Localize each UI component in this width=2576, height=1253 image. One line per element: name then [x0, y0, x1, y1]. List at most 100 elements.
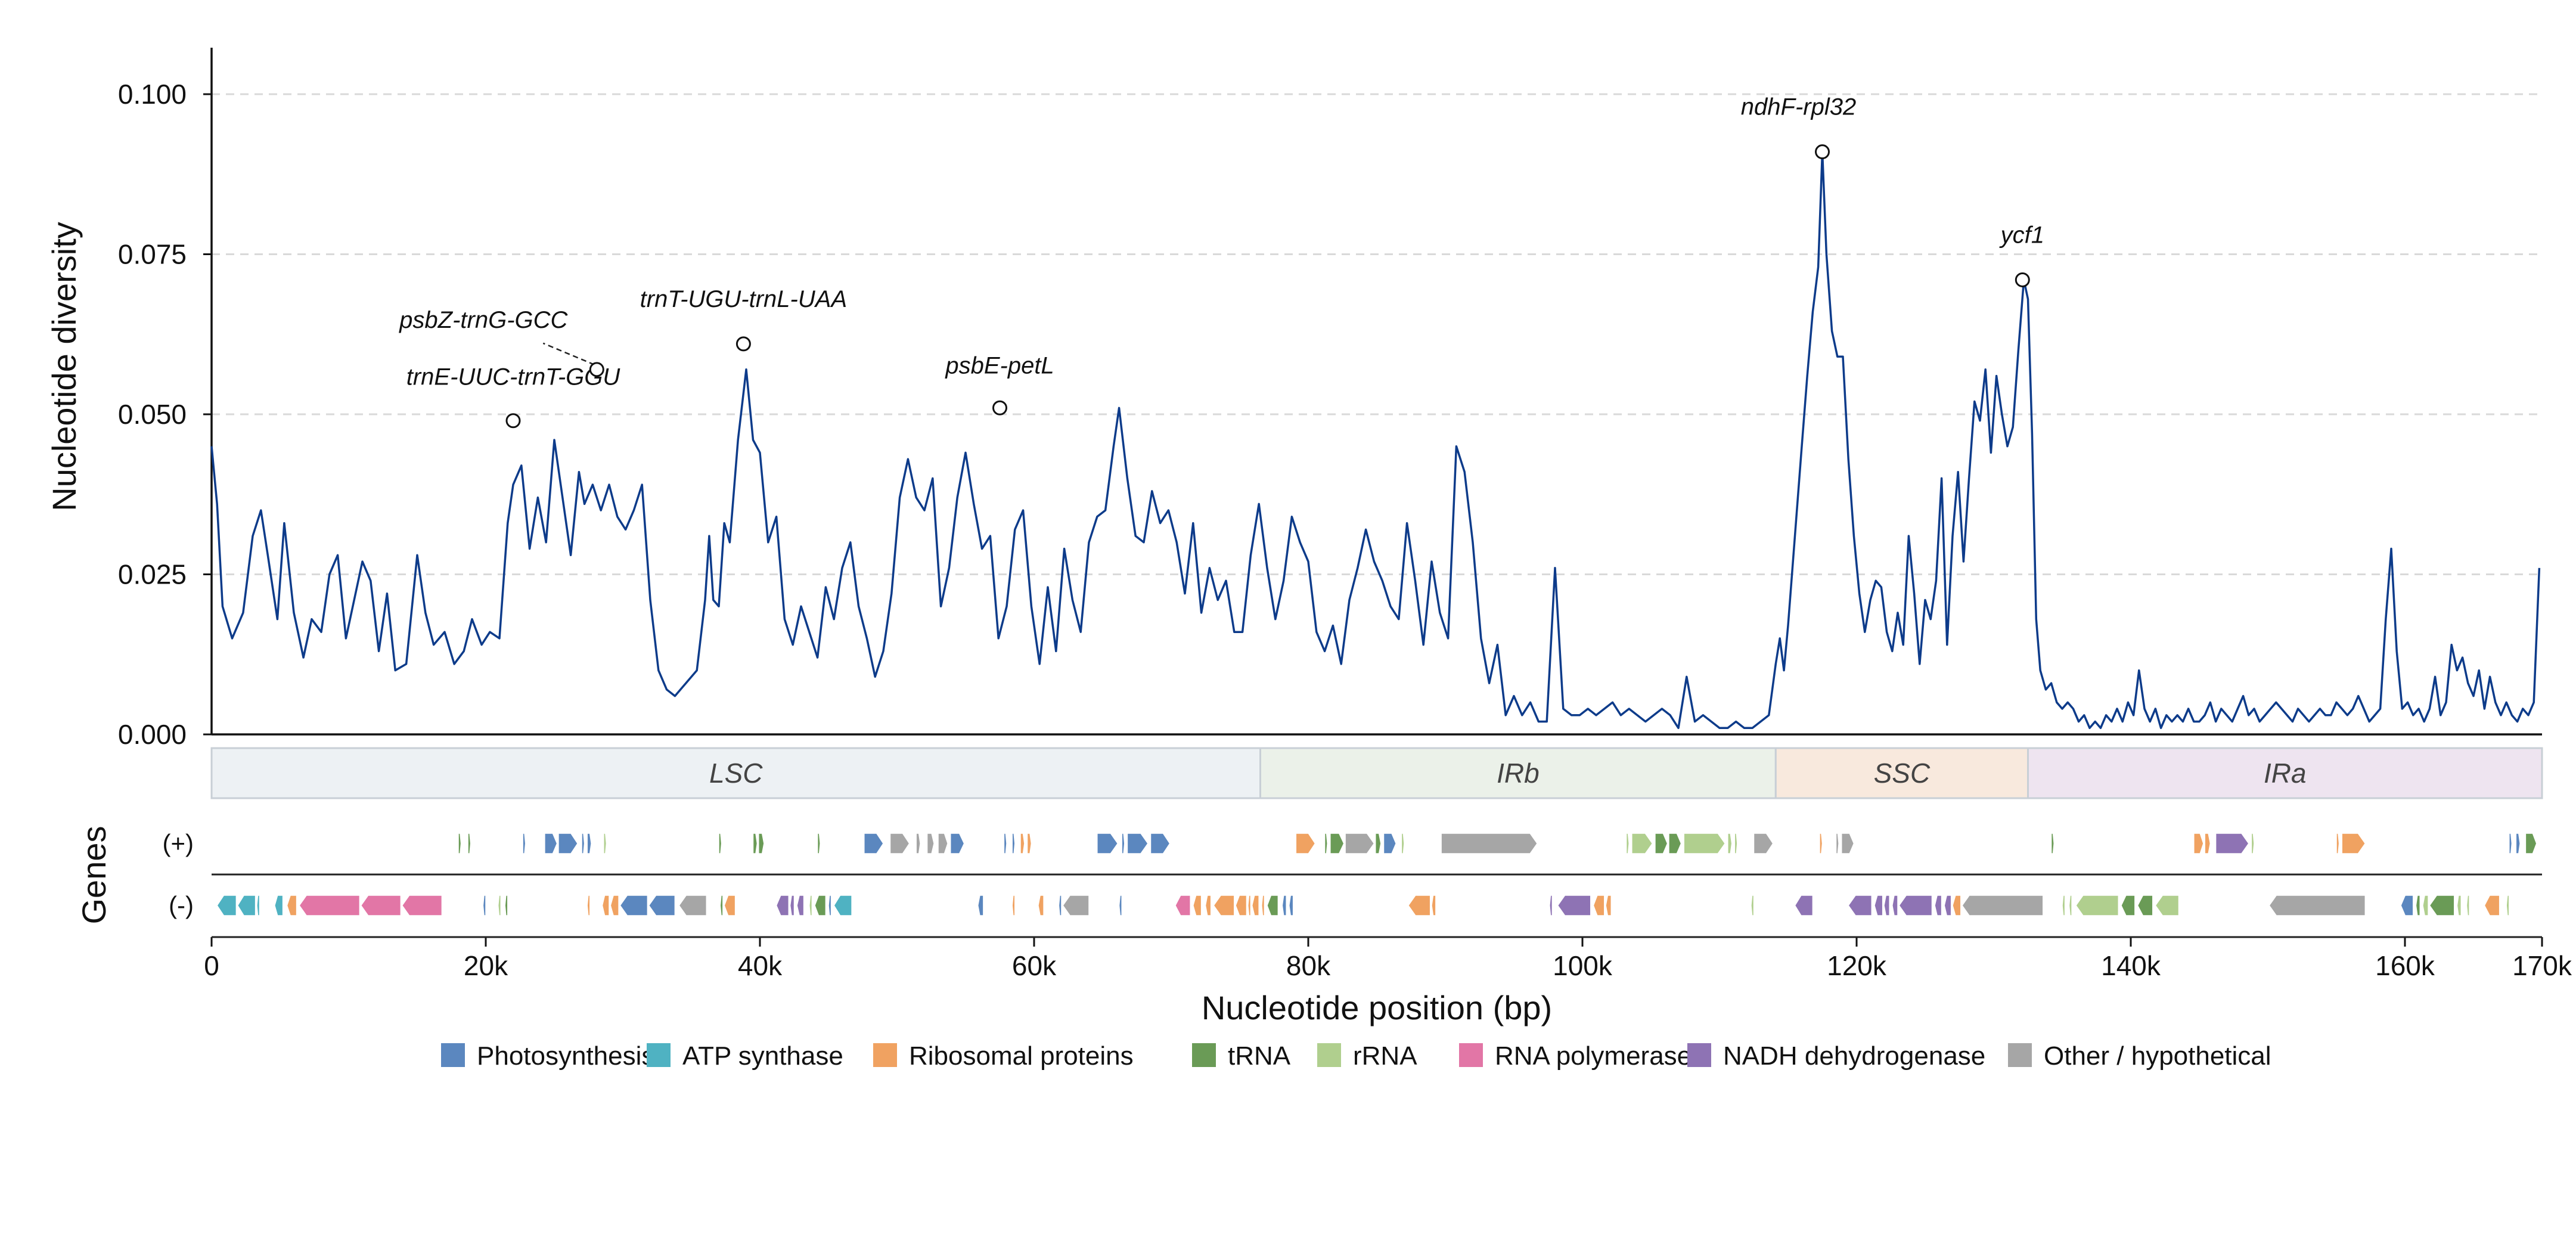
- gene-block: [603, 833, 607, 854]
- gene-block: [1962, 895, 2044, 916]
- gene-block: [1557, 895, 1591, 916]
- gene-block: [286, 895, 297, 916]
- gene-block: [1753, 833, 1774, 854]
- gene-block: [1407, 895, 1431, 916]
- gene-block: [1898, 895, 1933, 916]
- gene-block: [586, 895, 591, 916]
- gene-block: [1020, 833, 1025, 854]
- region-irb: [1259, 747, 1777, 799]
- gene-block: [2193, 833, 2204, 854]
- gene-block: [1655, 833, 1668, 854]
- legend-swatch: [1459, 1043, 1483, 1067]
- gene-block: [1625, 833, 1630, 854]
- gene-block: [1683, 833, 1726, 854]
- gene-block: [2422, 895, 2429, 916]
- gene-block: [2506, 895, 2510, 916]
- gene-block: [2429, 895, 2455, 916]
- gene-block: [504, 895, 508, 916]
- gene-block: [1874, 895, 1883, 916]
- x-tick-label: 0: [204, 950, 219, 981]
- gene-block: [1952, 895, 1962, 916]
- gene-block: [2068, 895, 2072, 916]
- peak-marker: [992, 400, 1007, 415]
- gene-block: [1330, 833, 1345, 854]
- gene-block: [1205, 895, 1212, 916]
- y-tick-label: 0.050: [118, 399, 187, 430]
- gene-block: [915, 833, 921, 854]
- peak-label: psbE-petL: [945, 352, 1054, 379]
- legend-label: RNA polymerase: [1495, 1041, 1692, 1071]
- gene-block: [256, 895, 260, 916]
- gene-block: [2062, 895, 2066, 916]
- gene-block: [949, 833, 965, 854]
- gene-block: [586, 833, 592, 854]
- region-ira: [2027, 747, 2543, 799]
- peak-label: psbZ-trnG-GCC: [399, 307, 568, 333]
- legend-swatch: [1317, 1043, 1341, 1067]
- gene-block: [1295, 833, 1316, 854]
- gene-block: [1193, 895, 1202, 916]
- gene-block: [360, 895, 402, 916]
- gene-block: [2251, 833, 2255, 854]
- gene-block: [1431, 895, 1436, 916]
- gene-block: [1631, 833, 1653, 854]
- gene-block: [1289, 895, 1294, 916]
- gene-block: [1848, 895, 1873, 916]
- x-tick-label: 40k: [738, 950, 783, 981]
- gene-block: [1593, 895, 1605, 916]
- gene-block: [926, 833, 935, 854]
- gene-block: [1727, 833, 1733, 854]
- gene-block: [601, 895, 610, 916]
- gene-block: [1281, 895, 1287, 916]
- legend-swatch: [1192, 1043, 1216, 1067]
- gene-block: [2204, 833, 2211, 854]
- x-tick-label: 80k: [1286, 950, 1331, 981]
- region-label: LSC: [709, 758, 763, 789]
- y-axis: 0.000 0.025 0.050 0.075 0.100: [118, 48, 2542, 750]
- peak-annotations: trnE-UUC-trnT-GGU psbZ-trnG-GCC trnT-UGU-t…: [399, 94, 2044, 429]
- plus-strand-label: (+): [163, 829, 194, 857]
- legend-swatch: [441, 1043, 465, 1067]
- x-tick-label: 120k: [1827, 950, 1887, 981]
- gene-block: [1374, 833, 1382, 854]
- legend-swatch: [1687, 1043, 1711, 1067]
- region-lsc: [210, 747, 1261, 799]
- gene-tracks: (+) (-): [163, 829, 2542, 938]
- y-tick-label: 0.025: [118, 559, 187, 590]
- gene-block: [724, 895, 736, 916]
- gene-block: [833, 895, 852, 916]
- gene-block: [828, 895, 832, 916]
- annotation-leader: [542, 342, 595, 365]
- gene-block: [2509, 833, 2513, 854]
- gene-block: [1345, 833, 1375, 854]
- legend-label: Ribosomal proteins: [909, 1041, 1134, 1071]
- gene-block: [1668, 833, 1682, 854]
- gene-block: [1026, 833, 1032, 854]
- gene-block: [497, 895, 502, 916]
- gene-block: [1251, 895, 1259, 916]
- region-label: IRb: [1497, 758, 1540, 789]
- x-tick-label: 170k: [2512, 950, 2572, 981]
- gene-block: [938, 833, 948, 854]
- gene-block: [522, 833, 526, 854]
- gene-block: [1794, 895, 1814, 916]
- gene-block: [1841, 833, 1855, 854]
- gene-block: [817, 833, 821, 854]
- y-tick-label: 0.075: [118, 239, 187, 270]
- y-tick-label: 0.100: [118, 79, 187, 110]
- gene-block: [2466, 895, 2470, 916]
- gene-block: [2268, 895, 2366, 916]
- peak-marker: [1815, 144, 1830, 160]
- legend-label: tRNA: [1228, 1041, 1291, 1071]
- x-axis-title: Nucleotide position (bp): [1202, 989, 1552, 1026]
- gene-block: [2515, 833, 2521, 854]
- gene-block: [864, 833, 884, 854]
- gene-block: [1118, 895, 1122, 916]
- gene-block: [2456, 895, 2462, 916]
- genes-track-title: Genes: [75, 826, 113, 925]
- grid-lines: [212, 93, 2542, 575]
- gene-block: [2137, 895, 2153, 916]
- gene-block: [1549, 895, 1553, 916]
